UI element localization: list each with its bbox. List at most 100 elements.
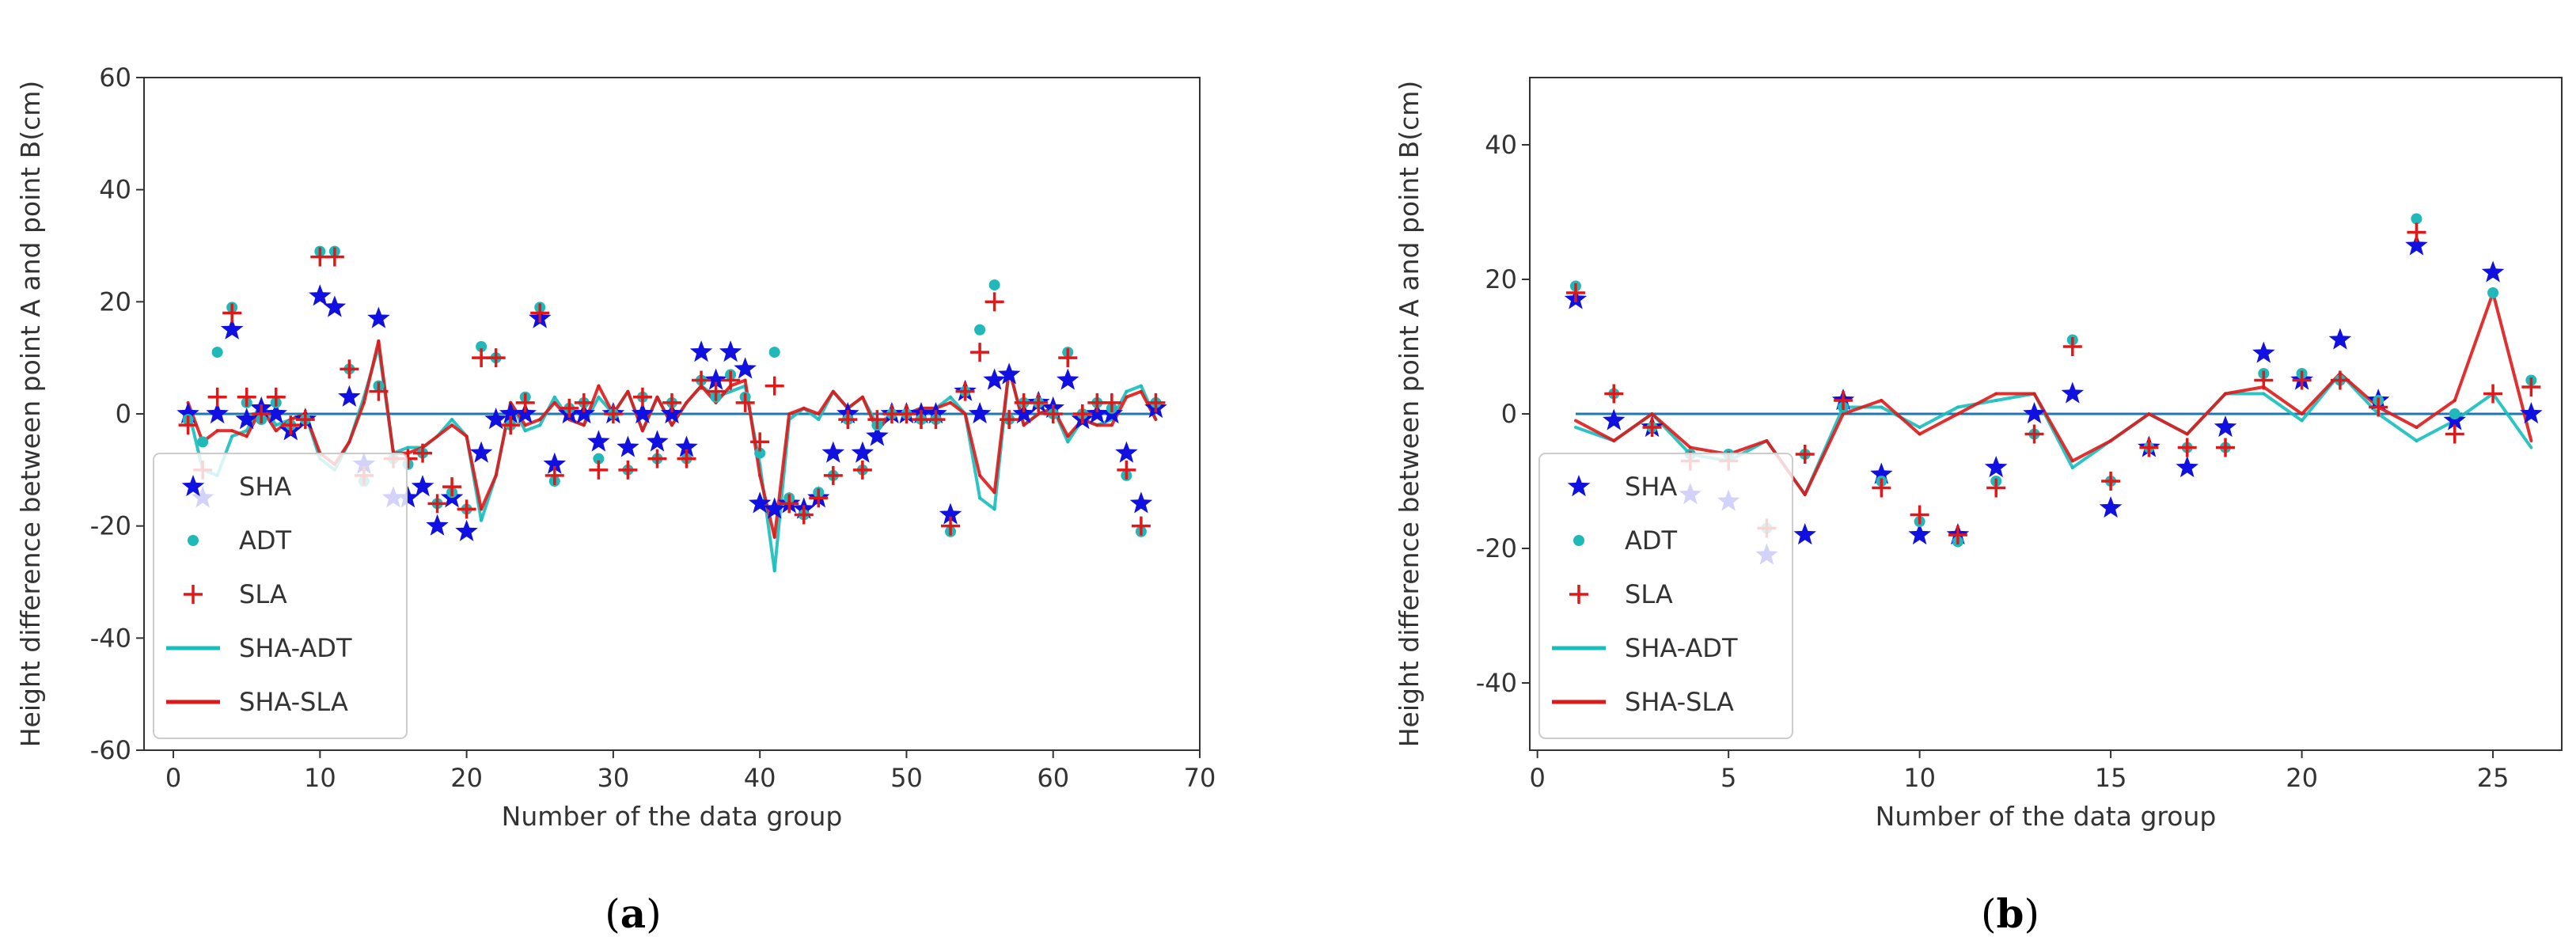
sha-point	[206, 402, 229, 424]
y-tick-label: 40	[99, 175, 131, 205]
panel-label-open: (	[1981, 891, 1997, 937]
sla-point	[692, 370, 711, 390]
x-tick-label: 20	[2286, 763, 2318, 793]
sla-point	[2139, 438, 2159, 457]
sla-point	[442, 477, 462, 497]
adt-point	[974, 324, 986, 336]
sla-point	[706, 381, 726, 401]
series-sha-adt-segment	[978, 496, 996, 511]
y-axis-title: Height difference between point A and po…	[1394, 81, 1425, 748]
x-tick-label: 10	[304, 763, 336, 793]
series-sha-sla-segment	[480, 473, 498, 511]
sha-point	[968, 402, 992, 424]
sla-point	[324, 247, 344, 267]
sla-point	[2254, 370, 2274, 390]
sha-point	[323, 295, 347, 317]
x-tick-label: 60	[1037, 763, 1069, 793]
series-sha-sla-segment	[377, 339, 395, 455]
series-sha-sla-segment	[1842, 399, 1884, 415]
sla-point	[1642, 418, 1662, 437]
legend: SHA ADT SLA SHA-ADT SHA-SLA	[1538, 453, 1793, 739]
sla-point	[574, 393, 594, 412]
sha-point	[675, 435, 698, 457]
series-sha-sla-segment	[978, 473, 996, 495]
series-sha-sla-segment	[1022, 412, 1041, 427]
series-sha-sla-segment	[992, 367, 1011, 495]
x-tick-label: 40	[744, 763, 776, 793]
sha-point	[646, 430, 669, 452]
series-sla	[178, 247, 1166, 536]
sla-point	[955, 381, 975, 401]
series-sha-sla-segment	[465, 434, 484, 511]
series-sha-adt-segment	[1918, 405, 1960, 429]
series-sha-sla-segment	[934, 400, 952, 410]
series-sha-adt-segment	[2415, 419, 2456, 442]
sla-point	[632, 387, 652, 407]
sha-point	[2061, 381, 2085, 404]
series-sha-adt-segment	[729, 384, 747, 393]
panel-label-open: (	[605, 891, 620, 937]
sha-point	[1603, 408, 1626, 430]
series-sha-sla-segment	[2338, 372, 2381, 409]
sha-point	[2520, 402, 2543, 424]
sha-point	[2443, 408, 2466, 430]
sla-point	[1604, 384, 1624, 404]
series-sha-sla-segment	[2224, 385, 2266, 396]
series-sha-sla-segment	[1880, 399, 1922, 436]
x-tick-label: 25	[2477, 763, 2510, 793]
sla-point	[1834, 391, 1853, 410]
x-tick-label: 0	[165, 763, 181, 793]
sha-point	[426, 514, 449, 536]
sla-point	[1986, 478, 2006, 498]
legend-swatch-sha	[1567, 475, 1591, 497]
sla-point	[809, 488, 829, 508]
panel-label-close: )	[646, 891, 662, 937]
series-sha-sla-segment	[2147, 412, 2189, 436]
sha-point	[719, 340, 742, 362]
sha-point	[1984, 456, 2008, 478]
sla-point	[1872, 478, 1891, 498]
series-sha-sla-segment	[2453, 291, 2495, 402]
sla-point	[2101, 472, 2121, 491]
sla-point	[750, 432, 770, 452]
sha-point	[866, 424, 889, 446]
sla-point	[1043, 404, 1063, 423]
legend-swatch-adt	[1573, 535, 1584, 546]
sha-point	[1129, 491, 1153, 514]
series-sha-sla-segment	[435, 423, 454, 438]
sla-point	[1117, 460, 1136, 480]
legend-label: SLA	[239, 579, 287, 609]
adt-point	[197, 436, 209, 448]
legend-label: ADT	[239, 525, 292, 556]
sla-point	[780, 494, 799, 514]
sla-point	[1102, 393, 1121, 412]
sla-point	[501, 415, 521, 435]
series-sha-adt-segment	[523, 423, 542, 433]
sla-point	[794, 505, 814, 525]
sha-point	[543, 452, 566, 474]
series-sha-sla-segment	[772, 412, 791, 539]
sha-point	[572, 402, 596, 424]
sha-point	[367, 306, 390, 328]
sla-point	[647, 449, 667, 468]
panel-label-letter: b	[1997, 890, 2024, 937]
sla-point	[252, 404, 271, 423]
sha-point	[851, 441, 874, 463]
adt-point	[2411, 213, 2422, 225]
series-sha-sla-segment	[1918, 412, 1960, 436]
sha-point	[2023, 402, 2046, 424]
series-sha-sla-segment	[523, 418, 542, 427]
sha-point	[997, 362, 1021, 385]
series-sha-adt-segment	[2377, 412, 2419, 442]
sla-point	[618, 460, 638, 480]
legend-box	[1538, 453, 1793, 739]
series-adt	[182, 245, 1162, 537]
sla-point	[1948, 525, 1967, 544]
chart-panel-b: 0 5 10 15 20 25 -40 -20 0 20 40 Number of the data …	[1394, 77, 2563, 937]
sla-point	[2292, 370, 2312, 390]
sla-point	[2369, 397, 2388, 417]
x-tick-label: 0	[1529, 763, 1545, 793]
series-sha-sla-segment	[2491, 291, 2533, 442]
sla-point	[1029, 393, 1049, 412]
